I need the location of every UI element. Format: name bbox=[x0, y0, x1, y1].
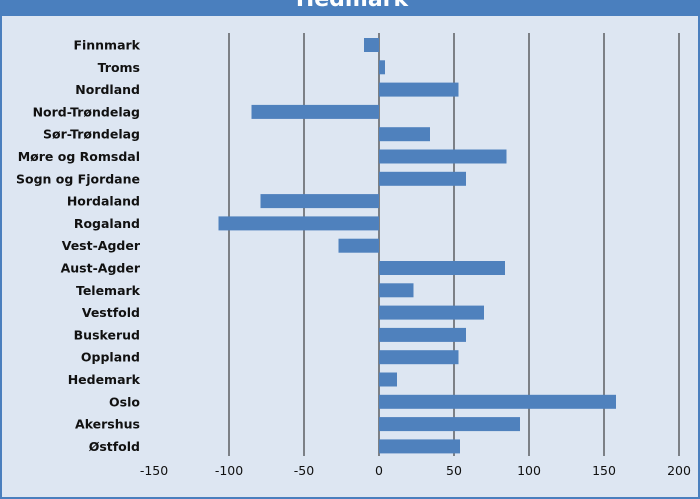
category-label-8: Rogaland bbox=[74, 216, 140, 231]
category-label-15: Hedemark bbox=[68, 372, 141, 387]
x-tick-label-1: -100 bbox=[215, 463, 243, 478]
bar-3 bbox=[251, 104, 379, 119]
bar-1 bbox=[379, 60, 385, 75]
bar-0 bbox=[364, 38, 379, 52]
title-bar: Hedmark bbox=[2, 0, 700, 16]
category-label-10: Aust-Agder bbox=[61, 261, 141, 276]
bar-7 bbox=[260, 194, 379, 209]
x-tick-label-7: 200 bbox=[667, 463, 691, 478]
x-tick-label-6: 150 bbox=[592, 463, 616, 478]
bar-8 bbox=[218, 216, 379, 231]
bar-14 bbox=[379, 350, 459, 365]
bar-15 bbox=[379, 372, 397, 387]
x-tick-label-2: -50 bbox=[294, 463, 314, 478]
category-label-0: Finnmark bbox=[73, 38, 140, 53]
bar-4 bbox=[379, 127, 430, 142]
category-label-14: Oppland bbox=[81, 350, 140, 365]
category-label-17: Akershus bbox=[75, 417, 140, 432]
category-label-4: Sør-Trøndelag bbox=[43, 127, 140, 142]
x-tick-label-5: 100 bbox=[517, 463, 541, 478]
category-label-13: Buskerud bbox=[74, 327, 140, 342]
category-label-9: Vest-Agder bbox=[62, 238, 141, 253]
category-label-12: Vestfold bbox=[82, 305, 140, 320]
category-label-16: Oslo bbox=[109, 394, 140, 409]
bar-9 bbox=[338, 238, 379, 253]
bar-17 bbox=[379, 417, 520, 432]
category-label-6: Sogn og Fjordane bbox=[16, 171, 140, 186]
category-label-1: Troms bbox=[98, 60, 140, 75]
category-label-7: Hordaland bbox=[67, 194, 140, 209]
x-tick-label-0: -150 bbox=[140, 463, 168, 478]
category-label-18: Østfold bbox=[89, 439, 140, 454]
bar-11 bbox=[379, 283, 414, 298]
bar-18 bbox=[379, 439, 460, 454]
bar-10 bbox=[379, 261, 505, 275]
bar-12 bbox=[379, 305, 484, 320]
bar-13 bbox=[379, 327, 466, 342]
x-tick-label-4: 50 bbox=[446, 463, 462, 478]
x-tick-label-3: 0 bbox=[375, 463, 383, 478]
bar-16 bbox=[379, 394, 616, 409]
category-label-5: Møre og Romsdal bbox=[18, 149, 140, 164]
chart-title: Hedmark bbox=[2, 0, 700, 13]
category-label-2: Nordland bbox=[75, 82, 140, 97]
category-label-3: Nord-Trøndelag bbox=[33, 104, 140, 119]
bar-2 bbox=[379, 82, 459, 97]
category-label-11: Telemark bbox=[76, 283, 141, 298]
bar-5 bbox=[379, 149, 507, 164]
bar-6 bbox=[379, 171, 466, 186]
